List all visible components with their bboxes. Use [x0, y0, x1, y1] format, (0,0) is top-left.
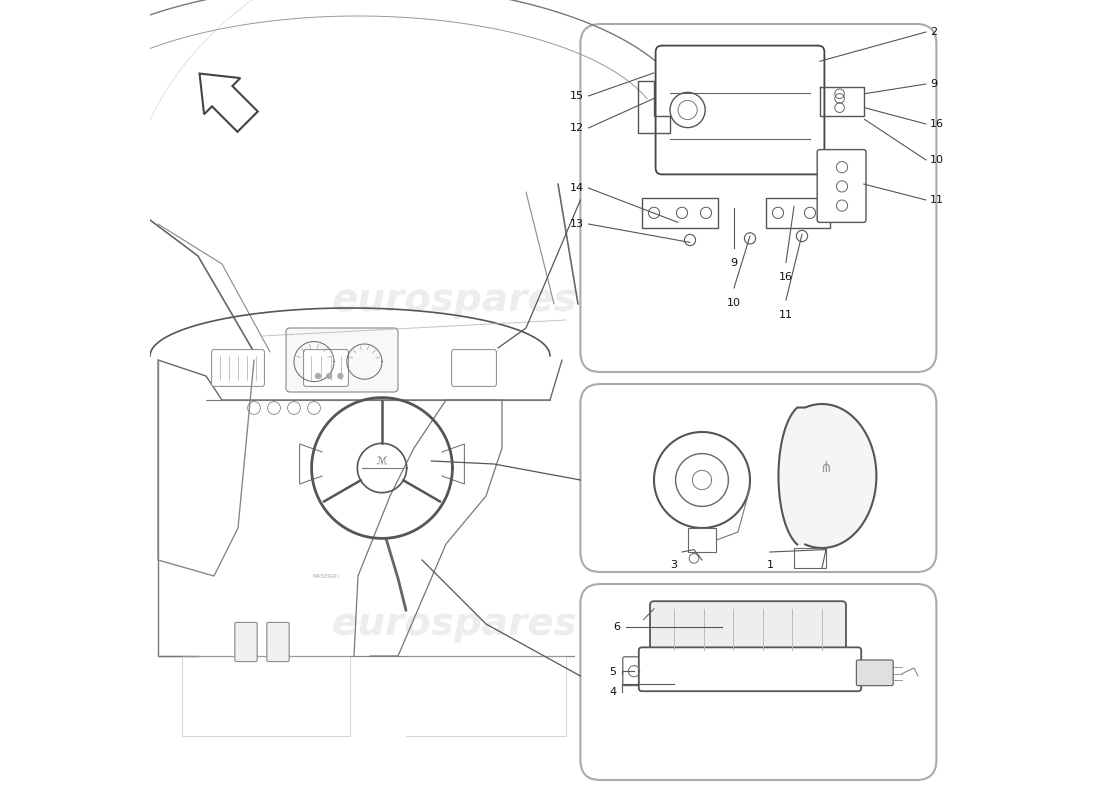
FancyBboxPatch shape: [642, 198, 718, 228]
Text: ℳ: ℳ: [377, 457, 387, 466]
Text: 13: 13: [570, 219, 584, 229]
FancyBboxPatch shape: [581, 24, 936, 372]
Text: 11: 11: [779, 310, 793, 319]
Text: MASERATI: MASERATI: [312, 574, 340, 578]
Text: eurospares: eurospares: [587, 605, 833, 643]
Text: 16: 16: [930, 119, 944, 129]
FancyBboxPatch shape: [581, 584, 936, 780]
Text: 9: 9: [930, 79, 937, 89]
Text: eurospares: eurospares: [587, 281, 833, 319]
FancyBboxPatch shape: [623, 657, 648, 686]
Text: 9: 9: [730, 258, 738, 267]
FancyBboxPatch shape: [656, 46, 824, 174]
FancyBboxPatch shape: [766, 198, 830, 228]
Circle shape: [315, 373, 321, 379]
Polygon shape: [779, 404, 877, 548]
FancyBboxPatch shape: [452, 350, 496, 386]
Text: 5: 5: [609, 667, 616, 677]
Text: ⋔: ⋔: [820, 461, 833, 475]
FancyBboxPatch shape: [211, 350, 264, 386]
FancyBboxPatch shape: [817, 150, 866, 222]
Text: eurospares: eurospares: [331, 605, 576, 643]
Circle shape: [326, 373, 332, 379]
Text: 11: 11: [930, 195, 944, 205]
Text: 16: 16: [779, 272, 793, 282]
Text: 14: 14: [570, 183, 584, 193]
Circle shape: [338, 373, 343, 379]
Text: 15: 15: [570, 91, 584, 101]
Text: eurospares: eurospares: [331, 281, 576, 319]
FancyBboxPatch shape: [304, 350, 349, 386]
FancyBboxPatch shape: [267, 622, 289, 662]
Text: 2: 2: [930, 27, 937, 37]
Text: 10: 10: [727, 298, 741, 308]
FancyBboxPatch shape: [639, 647, 861, 691]
Text: 6: 6: [614, 622, 620, 632]
FancyBboxPatch shape: [581, 384, 936, 572]
Text: 1: 1: [767, 560, 773, 570]
FancyBboxPatch shape: [857, 660, 893, 686]
FancyBboxPatch shape: [234, 622, 257, 662]
Text: 12: 12: [570, 123, 584, 133]
Text: 3: 3: [671, 560, 678, 570]
Text: 4: 4: [609, 687, 616, 697]
FancyBboxPatch shape: [286, 328, 398, 392]
Text: 10: 10: [930, 155, 944, 165]
FancyBboxPatch shape: [650, 602, 846, 656]
